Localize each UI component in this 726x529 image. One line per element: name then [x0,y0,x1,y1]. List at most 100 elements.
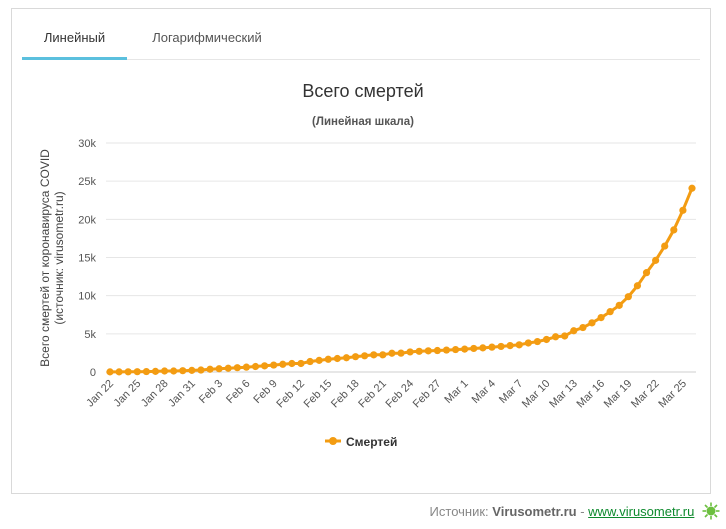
y-axis-label: Всего смертей от коронавируса COVID [38,149,52,367]
y-tick-label: 15k [78,253,96,265]
data-point[interactable] [661,242,669,250]
x-tick-label: Jan 25 [112,378,144,410]
data-point[interactable] [461,345,469,353]
source-brand: Virusometr.ru [492,503,577,519]
x-tick-label: Feb 12 [274,378,307,411]
x-tick-label: Jan 28 [139,378,171,410]
footer: Источник: Virusometr.ru - www.virusometr… [0,502,720,523]
scale-tabs: Линейный Логарифмический [22,9,700,60]
data-point[interactable] [524,339,532,347]
data-point[interactable] [633,282,642,290]
data-point[interactable] [506,341,514,350]
data-point[interactable] [624,293,632,301]
data-point[interactable] [233,364,241,372]
data-point[interactable] [215,365,223,373]
data-point[interactable] [251,362,260,371]
data-point[interactable] [424,347,432,355]
x-tick-label: Mar 13 [547,378,580,411]
y-axis-label-source: (источник: virusometr.ru) [52,191,66,324]
data-point[interactable] [606,308,614,316]
data-point[interactable] [515,341,523,349]
chart-title: Всего смертей [302,81,423,101]
data-point[interactable] [106,368,114,376]
chart-svg: Всего смертей (Линейная шкала) Всего сме… [38,81,696,449]
x-tick-label: Jan 22 [84,378,116,410]
data-point[interactable] [551,333,560,341]
data-point[interactable] [642,269,651,277]
data-point[interactable] [597,314,605,322]
data-point[interactable] [433,346,441,355]
data-point[interactable] [379,351,387,359]
data-point[interactable] [242,363,251,371]
data-point[interactable] [470,344,478,353]
data-point[interactable] [179,367,187,375]
data-point[interactable] [206,365,214,373]
tab-logarithmic[interactable]: Логарифмический [152,30,262,45]
series-line [110,187,694,374]
data-point[interactable] [142,367,150,376]
x-tick-label: Mar 16 [574,378,607,411]
data-point[interactable] [488,343,496,351]
data-point[interactable] [170,367,178,375]
data-point[interactable] [542,335,551,344]
y-tick-label: 0 [90,367,96,379]
data-point[interactable] [260,362,269,370]
data-point[interactable] [370,351,378,359]
data-point[interactable] [315,356,323,364]
data-point[interactable] [679,206,687,214]
data-point[interactable] [333,354,341,363]
data-point[interactable] [297,359,305,368]
x-tick-label: Feb 24 [384,378,417,411]
source-link[interactable]: www.virusometr.ru [588,503,695,519]
data-point[interactable] [479,344,487,352]
data-point[interactable] [570,327,578,335]
x-tick-label: Mar 25 [656,378,689,411]
data-point[interactable] [133,368,141,376]
x-tick: Mar 13 [547,378,580,411]
data-point[interactable] [361,352,369,360]
data-point[interactable] [451,345,460,354]
data-point[interactable] [497,342,505,351]
tab-linear[interactable]: Линейный [22,9,127,60]
data-point[interactable] [688,184,696,192]
data-point[interactable] [442,346,451,354]
data-point[interactable] [670,226,678,234]
data-point[interactable] [279,360,287,368]
data-point[interactable] [324,355,332,363]
data-point[interactable] [615,301,623,309]
x-tick: Jan 22 [84,378,116,410]
x-tick: Mar 22 [629,378,662,411]
x-tick-label: Feb 18 [329,378,362,411]
x-tick-label: Jan 31 [166,378,198,410]
footer-separator: - [580,503,585,519]
x-tick: Mar 1 [442,378,470,406]
data-point[interactable] [270,361,278,369]
data-point[interactable] [197,366,205,374]
x-tick-label: Mar 19 [602,378,635,411]
data-point[interactable] [415,347,423,355]
x-tick-label: Mar 1 [442,378,470,406]
x-tick: Mar 4 [470,378,498,406]
data-point[interactable] [342,354,351,362]
data-point[interactable] [115,368,123,376]
data-point[interactable] [652,256,660,264]
data-point[interactable] [124,368,132,376]
data-point[interactable] [224,364,232,372]
data-point[interactable] [188,366,196,374]
data-point[interactable] [151,367,160,375]
data-point[interactable] [533,337,542,346]
data-point[interactable] [306,357,314,366]
data-point[interactable] [288,359,296,368]
x-tick-label: Mar 22 [629,378,662,411]
legend[interactable]: Смертей [325,435,397,449]
data-point[interactable] [406,348,414,356]
data-point[interactable] [160,367,169,375]
data-point[interactable] [388,349,396,357]
source-label: Источник: [429,503,489,519]
x-tick: Mar 16 [574,378,607,411]
data-point[interactable] [561,332,569,340]
data-point[interactable] [351,353,360,361]
data-point[interactable] [397,349,405,357]
data-point[interactable] [579,323,587,332]
data-point[interactable] [588,319,596,327]
